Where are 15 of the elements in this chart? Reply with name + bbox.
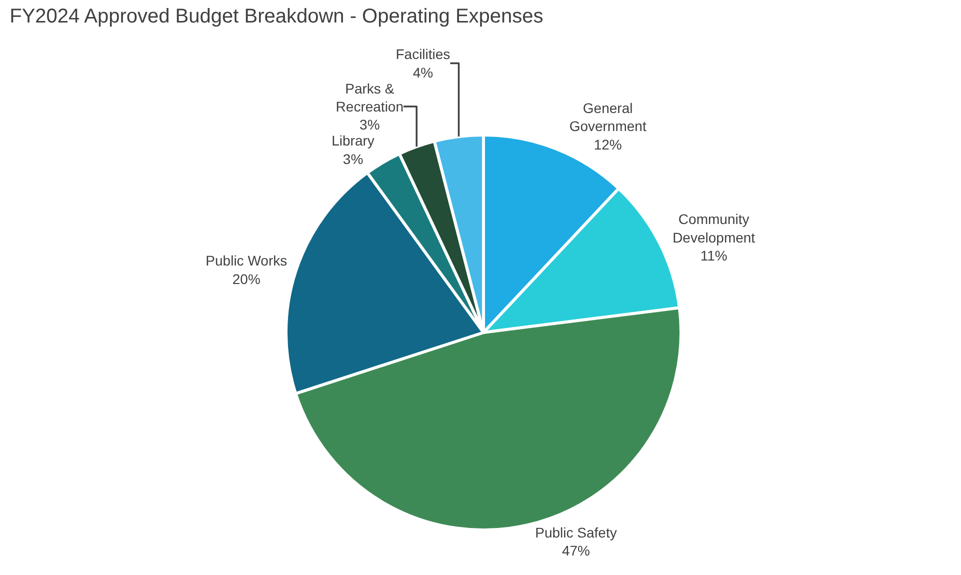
data-label: 3%: [360, 116, 380, 133]
slice-label: Parks & Recreation: [336, 80, 404, 115]
data-label: 11%: [700, 248, 728, 264]
data-label: 3%: [342, 150, 364, 167]
slice-label: Community Development: [672, 211, 756, 246]
data-label: 47%: [562, 542, 590, 559]
data-label: 12%: [594, 136, 622, 152]
chart-title: FY2024 Approved Budget Breakdown - Operating Expenses: [10, 6, 544, 28]
slice-label: Facilities: [396, 46, 450, 62]
data-label: 20%: [232, 270, 260, 287]
slice-label: Public Works: [206, 252, 288, 269]
data-label: 4%: [412, 64, 434, 80]
slice-label: Public Safety: [535, 524, 617, 540]
slice-label: Library: [332, 132, 374, 149]
slice-label: General Government: [569, 100, 646, 134]
